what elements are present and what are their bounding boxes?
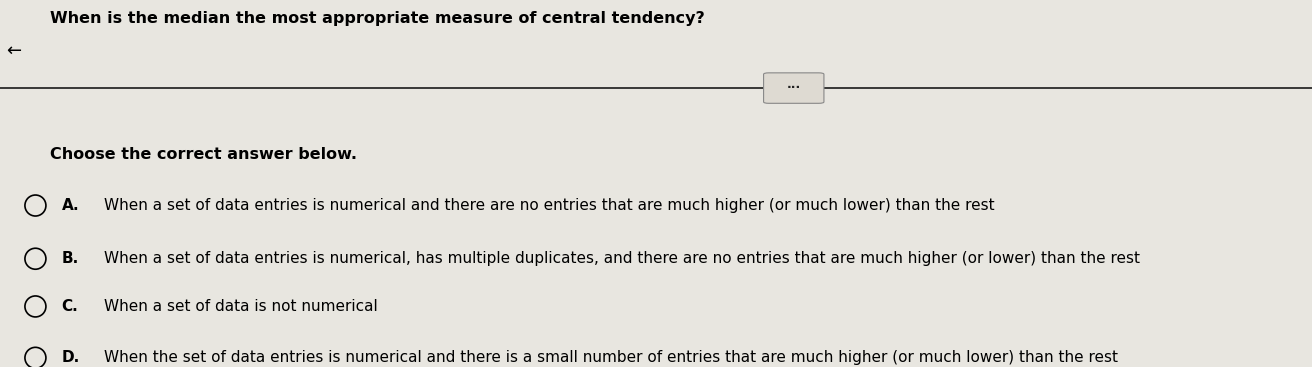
Text: When a set of data is not numerical: When a set of data is not numerical <box>104 299 378 314</box>
Text: C.: C. <box>62 299 79 314</box>
FancyBboxPatch shape <box>764 73 824 103</box>
Text: ←: ← <box>7 42 22 61</box>
Text: When a set of data entries is numerical and there are no entries that are much h: When a set of data entries is numerical … <box>104 198 994 213</box>
Text: Choose the correct answer below.: Choose the correct answer below. <box>50 147 357 162</box>
Text: ···: ··· <box>787 81 800 94</box>
Text: A.: A. <box>62 198 79 213</box>
Text: D.: D. <box>62 350 80 365</box>
Text: B.: B. <box>62 251 79 266</box>
Text: When is the median the most appropriate measure of central tendency?: When is the median the most appropriate … <box>50 11 705 26</box>
Text: When a set of data entries is numerical, has multiple duplicates, and there are : When a set of data entries is numerical,… <box>104 251 1140 266</box>
Text: When the set of data entries is numerical and there is a small number of entries: When the set of data entries is numerica… <box>104 350 1118 365</box>
